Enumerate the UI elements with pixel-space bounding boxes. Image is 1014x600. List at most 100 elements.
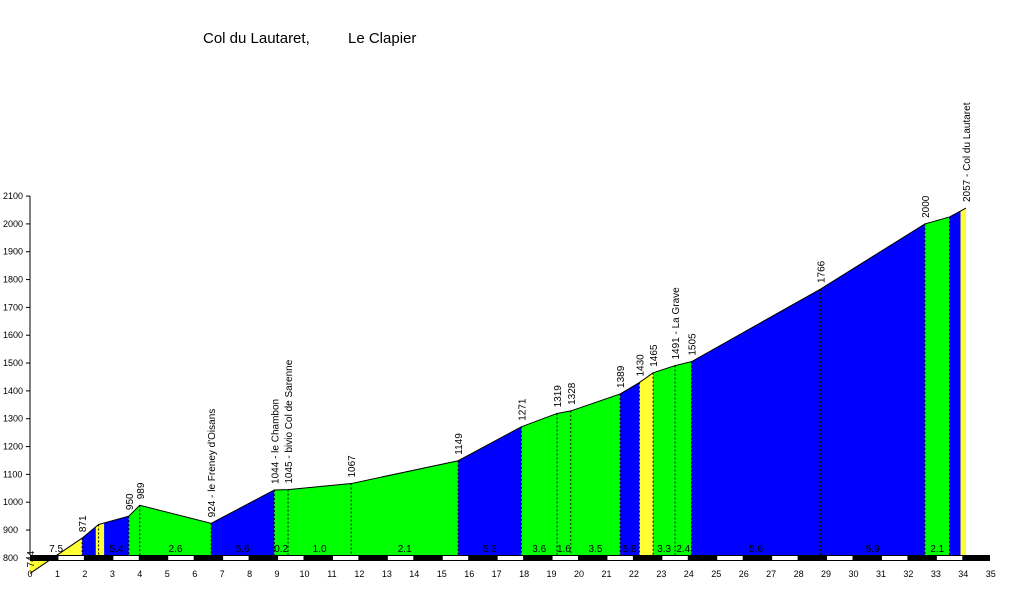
y-tick-label: 1200 — [3, 442, 23, 452]
x-tick-label: 18 — [519, 569, 529, 579]
km-strip-white — [936, 556, 963, 560]
y-tick-label: 2000 — [3, 219, 23, 229]
km-strip-white — [497, 556, 524, 560]
elevation-label-3: 950 — [125, 493, 136, 510]
elevation-label-13: 1389 — [616, 365, 627, 388]
y-tick-label: 1900 — [3, 247, 23, 257]
x-tick-label: 23 — [656, 569, 666, 579]
km-strip-white — [717, 556, 743, 560]
km-strip-white — [332, 556, 359, 560]
x-tick-label: 27 — [766, 569, 776, 579]
y-tick-label: 1000 — [3, 497, 23, 507]
x-tick-label: 9 — [275, 569, 280, 579]
x-tick-label: 0 — [27, 569, 32, 579]
km-strip-white — [827, 556, 853, 560]
profile-segment-22 — [960, 208, 967, 555]
elevation-label-15: 1465 — [649, 344, 660, 367]
profile-segment-10 — [458, 426, 522, 555]
elevation-label-1: 871 — [78, 515, 89, 532]
gradient-label-20: 2.1 — [930, 544, 944, 555]
x-tick-label: 17 — [492, 569, 502, 579]
elevation-label-10: 1271 — [517, 398, 528, 421]
gradient-label-7: 0.2 — [274, 544, 288, 555]
x-tick-label: 22 — [629, 569, 639, 579]
profile-segment-2 — [95, 522, 105, 555]
km-strip-white — [168, 556, 194, 560]
x-tick-label: 4 — [137, 569, 142, 579]
y-tick-label: 1500 — [3, 358, 23, 368]
x-tick-label: 11 — [327, 569, 336, 579]
gradient-label-10: 5.3 — [483, 544, 497, 555]
x-tick-label: 29 — [821, 569, 831, 579]
x-tick-label: 21 — [601, 569, 611, 579]
y-tick-label: 1100 — [3, 469, 22, 479]
x-tick-label: 15 — [437, 569, 447, 579]
y-tick-label: 1600 — [3, 330, 23, 340]
km-strip-white — [442, 556, 469, 560]
x-tick-label: 3 — [110, 569, 115, 579]
chart-title-part-2: Le Clapier — [348, 30, 417, 47]
km-strip-white — [662, 556, 688, 560]
x-tick-label: 35 — [986, 569, 996, 579]
elevation-label-16: 1491 - La Grave — [671, 287, 682, 360]
elevation-label-6: 1044 - le Chambon — [270, 399, 281, 484]
x-tick-label: 24 — [684, 569, 694, 579]
km-strip-white — [387, 556, 414, 560]
x-tick-label: 8 — [247, 569, 252, 579]
y-tick-label: 2100 — [3, 191, 23, 201]
km-strip-white — [223, 556, 249, 560]
x-tick-label: 19 — [547, 569, 557, 579]
km-strip-white — [552, 556, 578, 560]
x-tick-label: 10 — [299, 569, 309, 579]
x-tick-label: 7 — [220, 569, 225, 579]
km-strip-white — [772, 556, 798, 560]
x-tick-label: 2 — [82, 569, 87, 579]
profile-segment-16 — [653, 365, 676, 555]
profile-segment-11 — [521, 413, 558, 555]
elevation-label-5: 924 - le Freney d'Oisans — [207, 409, 218, 518]
elevation-label-4: 989 — [136, 482, 147, 499]
elevation-label-7: 1045 - bivio Col de Sarenne — [284, 359, 295, 483]
x-tick-label: 20 — [574, 569, 584, 579]
y-tick-label: 1800 — [3, 275, 23, 285]
elevation-label-18: 1766 — [817, 260, 828, 283]
x-tick-label: 33 — [931, 569, 941, 579]
x-tick-label: 25 — [711, 569, 721, 579]
y-tick-label: 900 — [3, 525, 18, 535]
profile-segment-17 — [675, 361, 692, 555]
gradient-label-13: 3.5 — [589, 544, 603, 555]
gradient-label-17: 2.4 — [676, 544, 690, 555]
gradient-label-3: 5.4 — [110, 544, 124, 555]
profile-segment-12 — [557, 410, 571, 555]
gradient-label-16: 3.3 — [657, 544, 671, 555]
km-strip-white — [881, 556, 908, 560]
gradient-label-8: 1.0 — [313, 544, 327, 555]
elevation-label-12: 1328 — [567, 382, 578, 405]
gradient-label-0: 7.5 — [49, 544, 63, 555]
elevation-label-8: 1067 — [347, 455, 358, 478]
km-strip-white — [278, 556, 304, 560]
profile-segment-4 — [128, 505, 140, 555]
gradient-label-5: 2.6 — [169, 544, 183, 555]
gradient-label-9: 2.1 — [398, 544, 412, 555]
gradient-label-19: 5.9 — [866, 544, 880, 555]
y-tick-label: 1700 — [3, 302, 23, 312]
profile-segment-1 — [82, 526, 96, 555]
elevation-label-17: 1505 — [688, 333, 699, 356]
profile-segment-9 — [351, 460, 459, 555]
elevation-label-14: 1430 — [635, 354, 646, 377]
km-strip-white — [58, 556, 84, 560]
x-tick-label: 14 — [409, 569, 419, 579]
x-tick-label: 5 — [165, 569, 170, 579]
profile-segment-18 — [691, 289, 821, 555]
y-tick-label: 1300 — [3, 414, 23, 424]
x-tick-label: 28 — [794, 569, 804, 579]
profile-segment-3 — [104, 516, 129, 555]
profile-segment-20 — [924, 216, 950, 555]
elevation-label-9: 1149 — [454, 433, 465, 455]
x-tick-label: 30 — [848, 569, 858, 579]
profile-segment-13 — [570, 393, 621, 555]
y-tick-label: 1400 — [3, 386, 23, 396]
gradient-label-11: 3.6 — [532, 544, 546, 555]
x-tick-label: 31 — [876, 569, 886, 579]
